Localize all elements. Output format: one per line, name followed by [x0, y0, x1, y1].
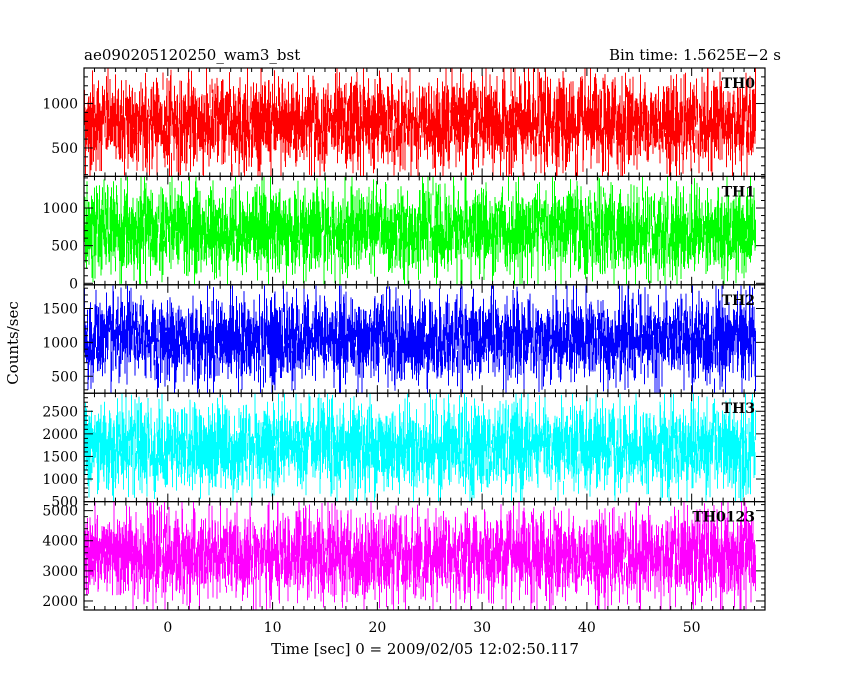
- y-tick-label: 2500: [42, 404, 78, 420]
- series-th0123: [84, 501, 756, 611]
- y-tick-label: 1000: [42, 97, 78, 113]
- series-th2: [84, 285, 756, 393]
- y-tick-label: 1000: [42, 201, 78, 217]
- y-tick-label: 0: [69, 276, 78, 292]
- series-th3: [84, 393, 756, 502]
- y-axis-label: Counts/sec: [4, 301, 22, 385]
- y-tick-label: 500: [51, 495, 78, 511]
- y-tick-label: 500: [51, 369, 78, 385]
- panel-frame: [83, 501, 766, 611]
- series-th0: [84, 68, 756, 177]
- y-tick-label: 4000: [42, 534, 78, 550]
- y-tick-label: 500: [51, 239, 78, 255]
- panels-group: 500 1000 TH0 0 500 1000 TH1 500 1000 1500 TH2 500 10…: [42, 67, 766, 611]
- y-tick-label: 1500: [42, 449, 78, 465]
- y-tick-label: 5000: [42, 504, 78, 520]
- y-tick-label: 1000: [42, 335, 78, 351]
- panel-th0123: 2000 3000 4000 5000 TH0123: [42, 501, 766, 611]
- series-th1: [84, 176, 756, 285]
- y-tick-label: 3000: [42, 564, 78, 580]
- chart-title: ae090205120250_wam3_bst: [84, 46, 300, 64]
- y-tick-label: 500: [51, 141, 78, 157]
- panel-th2: 500 1000 1500 TH2: [42, 284, 766, 394]
- x-tick-label: 0: [163, 620, 172, 636]
- x-tick-label: 40: [578, 620, 596, 636]
- panel-label-th2: TH2: [722, 293, 755, 309]
- panel-label-th3: TH3: [722, 401, 755, 417]
- x-tick-label: 20: [368, 620, 386, 636]
- panel-label-th1: TH1: [722, 184, 755, 200]
- x-tick-label: 50: [683, 620, 701, 636]
- y-tick-label: 2000: [42, 427, 78, 443]
- y-tick-label: 2000: [42, 594, 78, 610]
- panel-th1: 0 500 1000 TH1: [42, 175, 766, 292]
- y-tick-label: 1500: [42, 302, 78, 318]
- x-axis-label: Time [sec] 0 = 2009/02/05 12:02:50.117: [271, 640, 579, 658]
- panel-th0: 500 1000 TH0: [42, 67, 766, 178]
- bin-time-label: Bin time: 1.5625E−2 s: [609, 46, 781, 64]
- x-tick-label: 30: [473, 620, 491, 636]
- x-axis: 0 10 20 30 40 50: [163, 620, 700, 636]
- y-tick-label: 1000: [42, 472, 78, 488]
- panel-label-th0123: TH0123: [692, 510, 755, 526]
- panel-label-th0: TH0: [722, 76, 756, 92]
- x-tick-label: 10: [264, 620, 282, 636]
- panel-th3: 500 1000 1500 2000 2500 TH3: [42, 392, 766, 511]
